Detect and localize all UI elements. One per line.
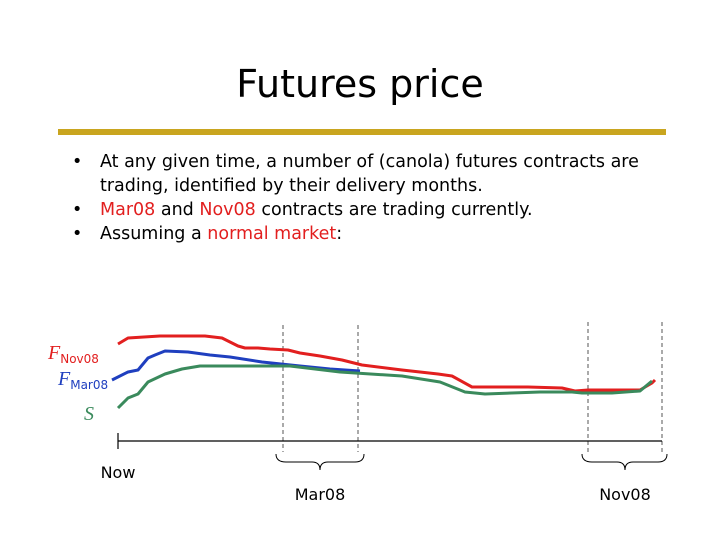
bullet-item: • Assuming a normal market:: [72, 222, 672, 246]
guide-lines: [282, 322, 663, 452]
brace-mar08: [275, 453, 365, 471]
bullet-text: At any given time, a number of (canola) …: [100, 152, 639, 196]
bullet-item: • Mar08 and Nov08 contracts are trading …: [72, 198, 672, 222]
bullet-text: :: [336, 224, 343, 244]
bullet-text: and: [155, 200, 200, 220]
bullet-dot: •: [72, 200, 83, 220]
label-f-mar08: FMar08: [57, 368, 108, 392]
brace-nov08: [581, 453, 668, 471]
series-nov08-line: [117, 334, 657, 393]
bullet-highlight-nov08: Nov08: [199, 200, 256, 220]
label-now: Now: [101, 463, 136, 482]
bullet-dot: •: [72, 224, 83, 244]
bullet-dot: •: [72, 152, 83, 172]
label-nov08-period: Nov08: [599, 485, 651, 504]
bullet-highlight-mar08: Mar08: [100, 200, 156, 220]
label-mar08-period: Mar08: [295, 485, 346, 504]
bullet-text: contracts are trading currently.: [255, 200, 533, 220]
label-spot: S: [84, 403, 94, 425]
series-spot-line: [116, 364, 653, 410]
title-underline: [58, 129, 666, 135]
bullet-highlight-normal-market: normal market: [207, 224, 337, 244]
bullet-text: Assuming a: [100, 224, 208, 244]
bullet-list: • At any given time, a number of (canola…: [72, 150, 672, 246]
slide-title: Futures price: [236, 62, 484, 106]
bullet-item: • At any given time, a number of (canola…: [72, 150, 672, 198]
label-f-nov08: FNov08: [47, 342, 99, 366]
